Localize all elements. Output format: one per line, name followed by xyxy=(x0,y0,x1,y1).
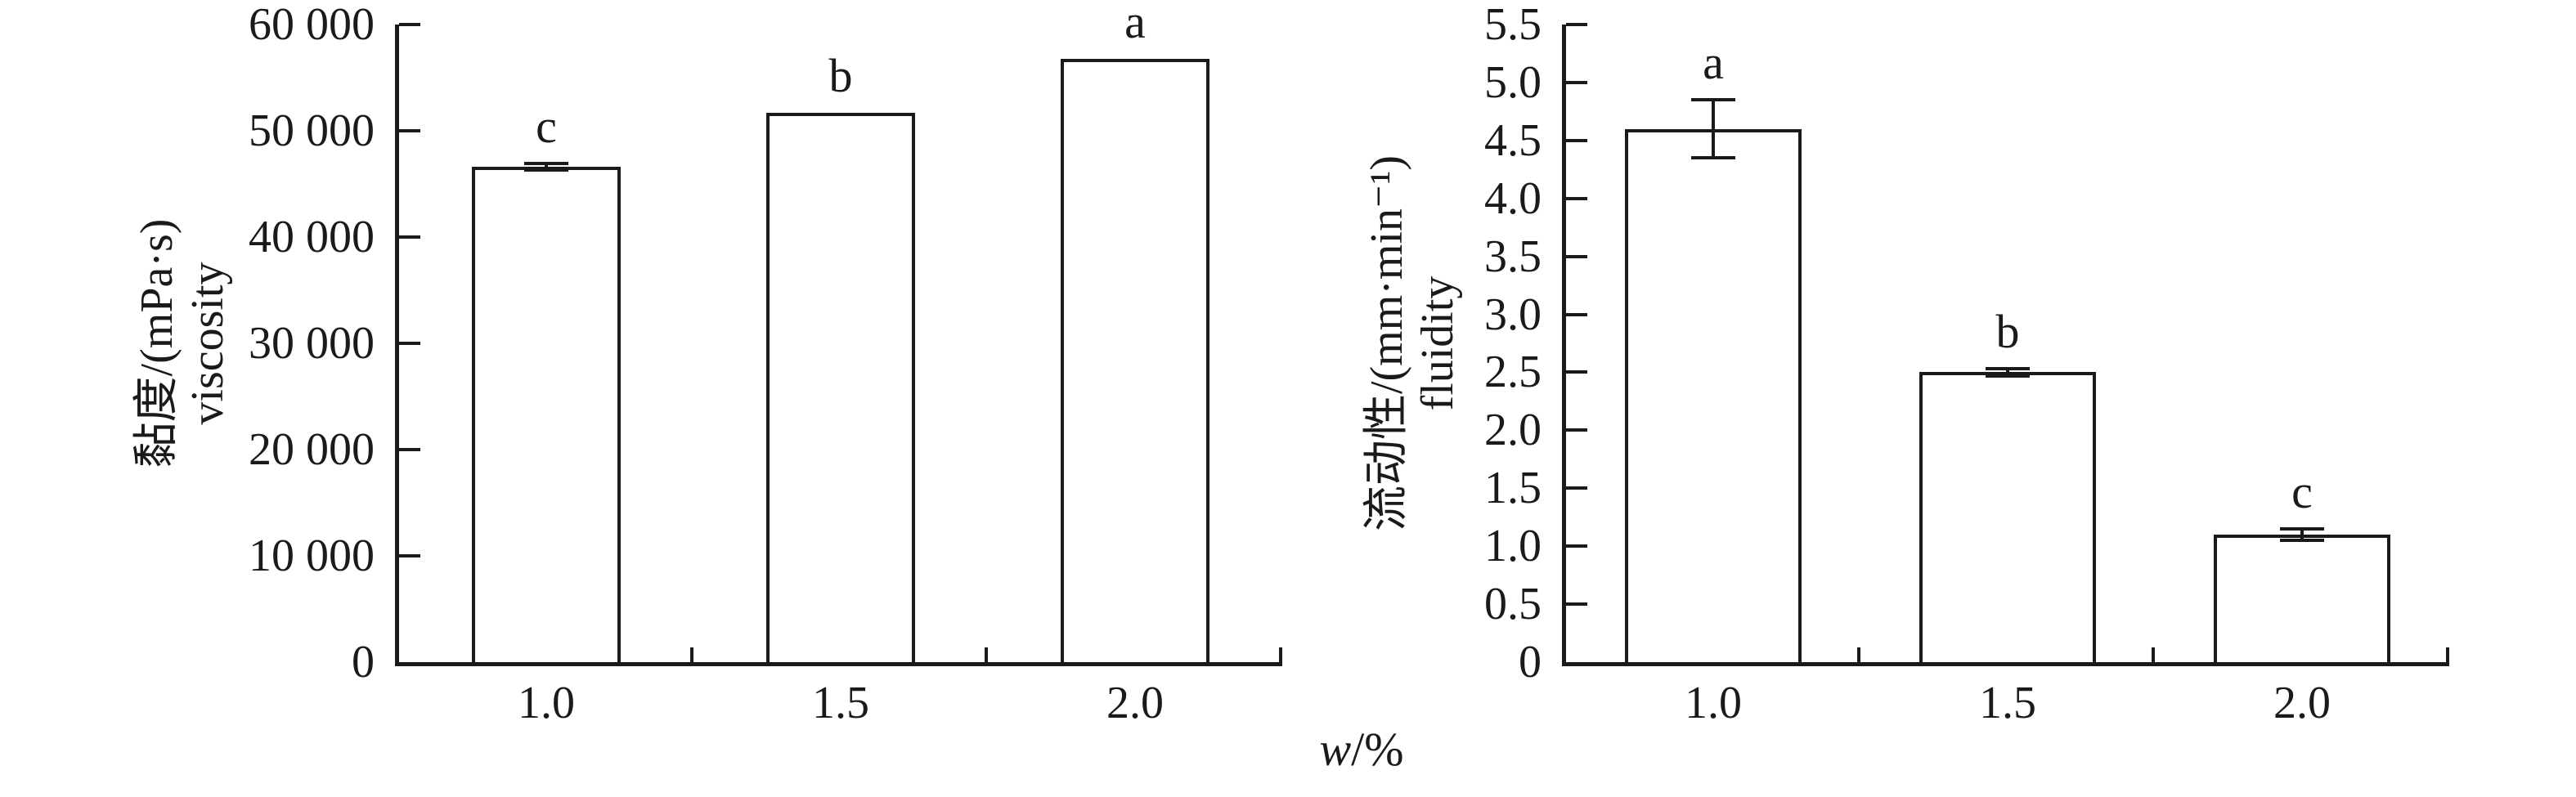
y-tick-label: 4.5 xyxy=(1484,114,1542,166)
y-tick-label: 2.5 xyxy=(1484,347,1542,398)
x-axis-label: w/% xyxy=(1198,726,1525,773)
y-tick xyxy=(1566,486,1587,490)
error-bar-cap xyxy=(1691,156,1735,160)
y-tick-label: 10 000 xyxy=(249,531,375,581)
error-bar-cap xyxy=(524,162,568,166)
y-tick xyxy=(399,554,420,557)
y-tick-label: 0.5 xyxy=(1484,579,1542,630)
bar-1.5 xyxy=(1919,372,2096,662)
y-tick xyxy=(1566,370,1587,374)
x-axis-label-unit: /% xyxy=(1351,723,1404,776)
y-tick xyxy=(399,342,420,345)
error-bar-cap xyxy=(524,168,568,172)
x-tick-label: 2.0 xyxy=(1106,678,1164,728)
x-tick-label: 2.0 xyxy=(2273,678,2331,728)
x-boundary-tick xyxy=(1279,647,1282,662)
significance-letter: b xyxy=(828,48,853,102)
error-bar-stem xyxy=(2006,369,2009,376)
y-tick xyxy=(1566,254,1587,258)
significance-letter: b xyxy=(1995,305,2020,359)
y-tick xyxy=(1566,312,1587,316)
x-boundary-tick xyxy=(690,647,693,662)
bar-1.0 xyxy=(1625,129,1802,662)
significance-letter: a xyxy=(1703,36,1724,90)
x-boundary-tick xyxy=(2446,647,2449,662)
y-tick xyxy=(1566,602,1587,607)
y-tick-label: 3.5 xyxy=(1484,231,1542,282)
viscosity-plot-area: 0 10 000 20 000 30 000 40 000 50 000 60 000 c 1.… xyxy=(249,0,1282,726)
x-axis-label-symbol: w xyxy=(1319,723,1352,776)
y-tick-label: 3.0 xyxy=(1484,289,1542,340)
fluidity-plot-area: 0 0.5 1.0 1.5 2.0 2.5 3.0 3.5 4.0 4.5 5.0 5.5 a 1.0 b 1… xyxy=(1484,2,2449,726)
y-tick xyxy=(399,23,420,26)
y-tick xyxy=(399,129,420,132)
y-tick-label: 5.5 xyxy=(1484,0,1542,50)
y-tick xyxy=(1566,544,1587,548)
error-bar-stem xyxy=(545,163,548,171)
y-tick xyxy=(399,235,420,239)
x-boundary-tick xyxy=(1857,647,1860,662)
bar-1.0 xyxy=(472,167,621,662)
bar-2.0 xyxy=(2214,535,2390,662)
y-tick-label: 4.0 xyxy=(1484,172,1542,224)
x-tick-label: 1.0 xyxy=(1685,678,1742,728)
y-tick-label: 0 xyxy=(1519,637,1542,687)
y-tick-label: 40 000 xyxy=(249,212,375,262)
y-tick-label: 60 000 xyxy=(249,0,375,50)
y-tick xyxy=(1566,80,1587,84)
y-tick xyxy=(399,448,420,451)
error-bar-cap xyxy=(1691,98,1735,102)
x-tick-label: 1.5 xyxy=(1979,678,2036,728)
y-tick-label: 50 000 xyxy=(249,105,375,156)
bar-1.5 xyxy=(766,113,915,662)
bar-2.0 xyxy=(1061,59,1209,662)
y-tick xyxy=(1566,428,1587,432)
y-tick-label: 1.5 xyxy=(1484,463,1542,514)
error-bar-cap xyxy=(1986,367,2030,371)
y-tick-label: 30 000 xyxy=(249,318,375,369)
error-bar-cap xyxy=(2280,526,2324,531)
error-bar-cap xyxy=(1986,374,2030,378)
significance-letter: a xyxy=(1124,0,1146,48)
error-bar-stem xyxy=(1712,100,1715,159)
x-boundary-tick xyxy=(2152,647,2155,662)
y-tick-label: 20 000 xyxy=(249,424,375,475)
y-tick-label: 0 xyxy=(352,637,375,687)
significance-letter: c xyxy=(536,100,557,154)
x-tick-label: 1.5 xyxy=(812,678,869,728)
error-bar-stem xyxy=(2300,528,2304,541)
y-tick-label: 5.0 xyxy=(1484,56,1542,108)
y-tick-label: 1.0 xyxy=(1484,521,1542,572)
significance-letter: c xyxy=(2291,464,2313,518)
y-tick xyxy=(1566,138,1587,142)
error-bar-cap xyxy=(2280,539,2324,543)
y-tick-label: 2.0 xyxy=(1484,405,1542,456)
y-tick xyxy=(1566,196,1587,200)
x-boundary-tick xyxy=(985,647,988,662)
x-tick-label: 1.0 xyxy=(518,678,575,728)
y-tick xyxy=(1566,23,1587,26)
